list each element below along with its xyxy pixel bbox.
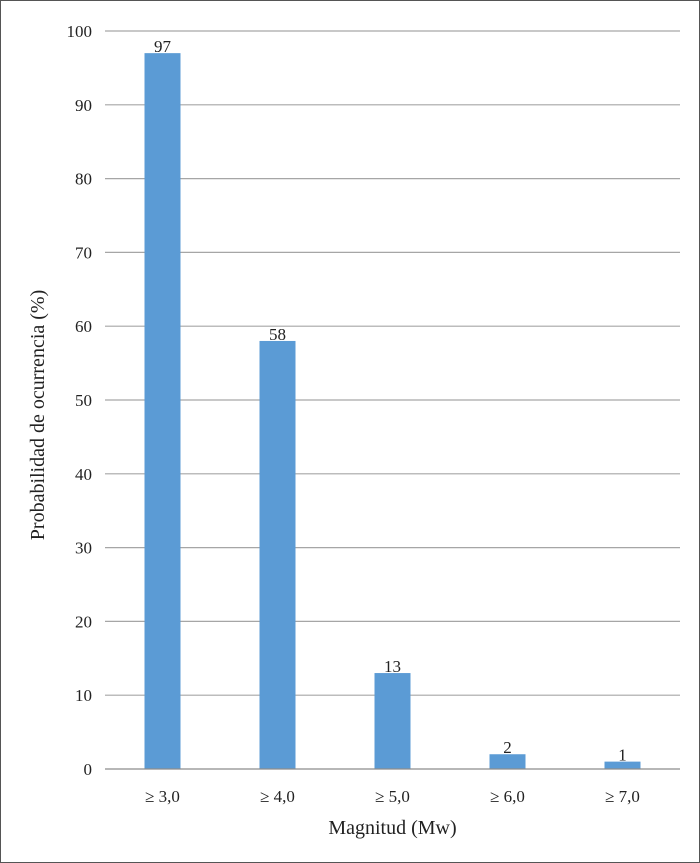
- y-tick-label: 60: [75, 317, 92, 336]
- bars: [144, 53, 641, 769]
- y-tick-label: 50: [75, 391, 92, 410]
- x-axis-ticks: ≥ 3,0 ≥ 4,0 ≥ 5,0 ≥ 6,0 ≥ 7,0: [145, 787, 640, 806]
- gridlines: [105, 30, 680, 696]
- y-tick-label: 40: [75, 465, 92, 484]
- data-label: 97: [154, 37, 172, 56]
- data-label: 13: [384, 657, 401, 676]
- data-label: 58: [269, 325, 286, 344]
- x-axis-title: Magnitud (Mw): [328, 817, 456, 839]
- bar: [489, 754, 526, 769]
- x-tick-label: ≥ 7,0: [605, 787, 640, 806]
- y-tick-label: 0: [84, 760, 93, 779]
- y-tick-label: 10: [75, 686, 92, 705]
- y-tick-label: 20: [75, 612, 92, 631]
- x-tick-label: ≥ 4,0: [260, 787, 295, 806]
- y-tick-label: 70: [75, 243, 92, 262]
- y-axis-ticks: 0 10 20 30 40 50 60 70 80 90 100: [67, 22, 93, 779]
- x-tick-label: ≥ 3,0: [145, 787, 180, 806]
- y-tick-label: 90: [75, 96, 92, 115]
- data-label: 1: [618, 746, 627, 765]
- x-tick-label: ≥ 6,0: [490, 787, 525, 806]
- y-tick-label: 100: [67, 22, 93, 41]
- data-labels: 97 58 13 2 1: [154, 37, 627, 764]
- bar: [144, 53, 181, 769]
- data-label: 2: [503, 738, 512, 757]
- x-tick-label: ≥ 5,0: [375, 787, 410, 806]
- bar: [604, 761, 641, 769]
- y-axis-title: Probabilidad de ocurrencia (%): [27, 290, 49, 540]
- bar: [259, 340, 296, 769]
- y-tick-label: 30: [75, 539, 92, 558]
- bar: [374, 673, 411, 769]
- y-tick-label: 80: [75, 170, 92, 189]
